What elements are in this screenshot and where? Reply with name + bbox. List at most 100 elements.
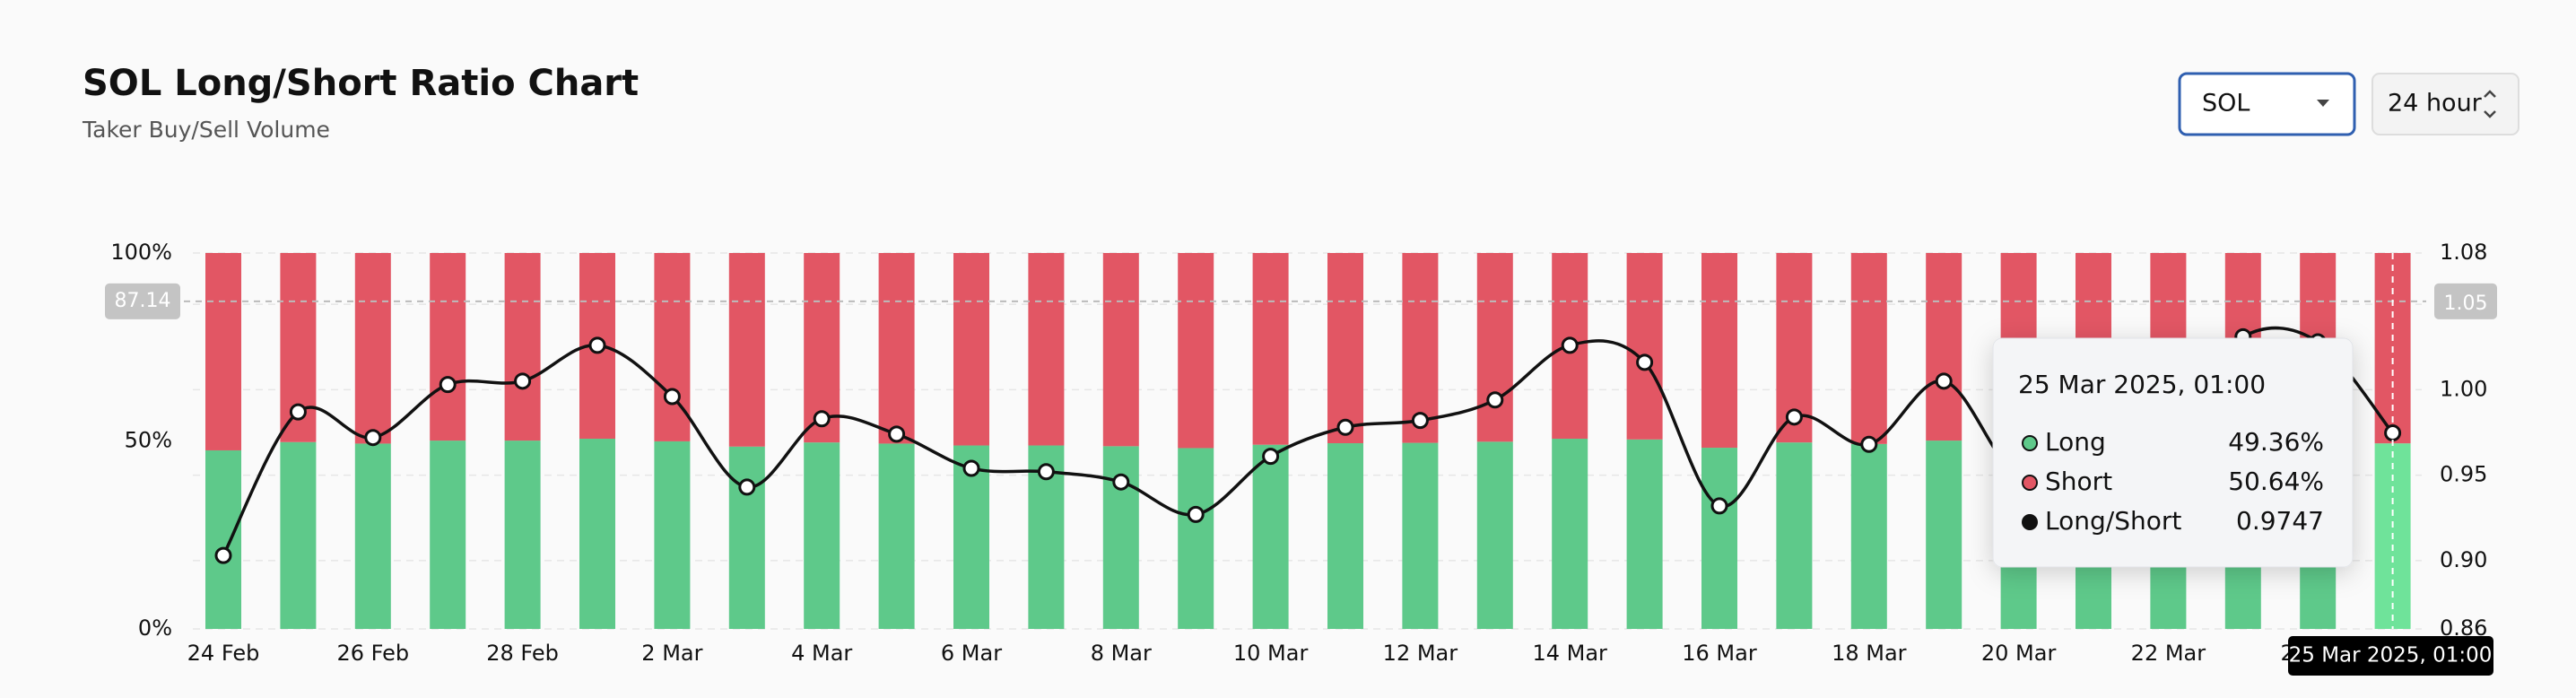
tooltip-dot: [2022, 514, 2038, 530]
ratio-point: [1486, 391, 1504, 409]
y2-tick-label: 1.08: [2440, 240, 2487, 265]
ratio-point: [1187, 505, 1205, 523]
short-bar: [1178, 253, 1214, 449]
long-bar: [579, 438, 615, 629]
ratio-point: [1336, 418, 1354, 436]
long-bar: [654, 441, 691, 629]
x-tick-label: 16 Mar: [1682, 641, 1757, 666]
crosshair-x-label: 25 Mar 2025, 01:00: [2289, 644, 2493, 667]
tooltip-box: [1992, 337, 2354, 568]
long-bar: [1252, 444, 1289, 629]
short-bar: [728, 253, 765, 447]
short-bar: [1252, 253, 1289, 445]
y-tick-label: 100%: [110, 240, 172, 265]
long-bar: [1926, 441, 1962, 629]
ratio-point: [738, 478, 756, 496]
long-bar: [1476, 441, 1513, 629]
ratio-point: [439, 376, 457, 394]
select-box[interactable]: [2178, 72, 2356, 136]
long-bar: [1850, 443, 1887, 629]
short-bar: [205, 253, 241, 450]
short-bar: [1926, 253, 1962, 441]
short-bar: [1102, 253, 1139, 447]
short-bar: [1402, 253, 1439, 443]
chart-title: SOL Long/Short Ratio Chart: [83, 63, 639, 104]
crosshair-y-label: 87.14: [115, 290, 171, 312]
ratio-point: [888, 425, 906, 443]
tooltip: 25 Mar 2025, 01:00 Long 49.36% Short 50.64% L…: [1992, 337, 2354, 568]
tooltip-name: Long: [2045, 427, 2106, 457]
long-bar: [1327, 443, 1363, 629]
tooltip-value: 0.9747: [2236, 506, 2324, 536]
y2-tick-label: 0.90: [2440, 547, 2487, 572]
x-tick-label: 18 Mar: [1832, 641, 1907, 666]
y2-tick-label: 0.95: [2440, 462, 2487, 487]
x-tick-label: 10 Mar: [1233, 641, 1309, 666]
ratio-point: [1411, 412, 1429, 430]
tooltip-name: Long/Short: [2045, 506, 2181, 536]
select-value: 24 hour: [2388, 90, 2483, 118]
select-box[interactable]: [2371, 73, 2519, 135]
tooltip-value: 49.36%: [2228, 427, 2324, 457]
short-bar: [1327, 253, 1363, 444]
long-bar: [1776, 442, 1813, 629]
crosshair-x-box: [2288, 636, 2493, 676]
x-tick-label: 24 Feb: [187, 641, 260, 666]
ratio-point: [1112, 473, 1130, 491]
ratio-point: [289, 403, 307, 421]
ratio-point: [214, 546, 232, 564]
tooltip-value: 50.64%: [2228, 467, 2324, 496]
ratio-point: [364, 429, 382, 447]
long-bar: [430, 441, 466, 629]
crosshair-y-box: [105, 283, 180, 319]
crosshair-y2-label: 1.05: [2444, 292, 2488, 315]
ratio-point: [1636, 353, 1654, 371]
long-bar: [1552, 438, 1588, 629]
ratio-point: [1037, 463, 1055, 481]
short-bar: [354, 253, 391, 444]
short-bar: [504, 253, 541, 441]
x-tick-label: 2 Mar: [641, 641, 702, 666]
short-bar: [1701, 253, 1737, 449]
select-value: SOL: [2202, 90, 2250, 118]
long-bar: [1178, 448, 1214, 629]
x-tick-label: 8 Mar: [1091, 641, 1152, 666]
ratio-point: [663, 388, 681, 406]
short-bar: [1476, 253, 1513, 442]
short-bar: [1028, 253, 1065, 446]
ratio-point: [1860, 435, 1878, 453]
short-bar: [953, 253, 989, 446]
chart-subtitle: Taker Buy/Sell Volume: [82, 117, 330, 143]
interval-select[interactable]: 24 hour: [2371, 73, 2519, 135]
ratio-point: [1785, 408, 1803, 426]
long-bar: [504, 441, 541, 629]
short-bar: [430, 253, 466, 441]
long-bar: [878, 443, 915, 629]
ratio-point: [514, 372, 532, 390]
ratio-point: [588, 336, 606, 354]
x-tick-label: 14 Mar: [1532, 641, 1607, 666]
short-bar: [878, 253, 915, 444]
x-tick-label: 26 Feb: [336, 641, 409, 666]
long-bar: [728, 446, 765, 629]
tooltip-title: 25 Mar 2025, 01:00: [2018, 370, 2266, 399]
long-bar: [1626, 439, 1663, 629]
symbol-select[interactable]: SOL: [2178, 72, 2356, 136]
x-tick-label: 6 Mar: [941, 641, 1002, 666]
x-tick-label: 4 Mar: [791, 641, 852, 666]
ratio-point: [1561, 336, 1579, 354]
tooltip-dot: [2022, 475, 2038, 491]
tooltip-name: Short: [2045, 467, 2112, 496]
long-bar: [1402, 442, 1439, 629]
long-bar: [205, 449, 241, 629]
x-tick-label: 28 Feb: [486, 641, 559, 666]
y2-tick-label: 1.00: [2440, 376, 2487, 401]
short-bar: [1850, 253, 1887, 444]
select-arrows: [2484, 90, 2496, 118]
x-tick-label: 20 Mar: [1981, 641, 2057, 666]
long-bar: [280, 441, 317, 629]
crosshair-y2-box: [2434, 283, 2497, 319]
x-tick-label: 22 Mar: [2131, 641, 2206, 666]
